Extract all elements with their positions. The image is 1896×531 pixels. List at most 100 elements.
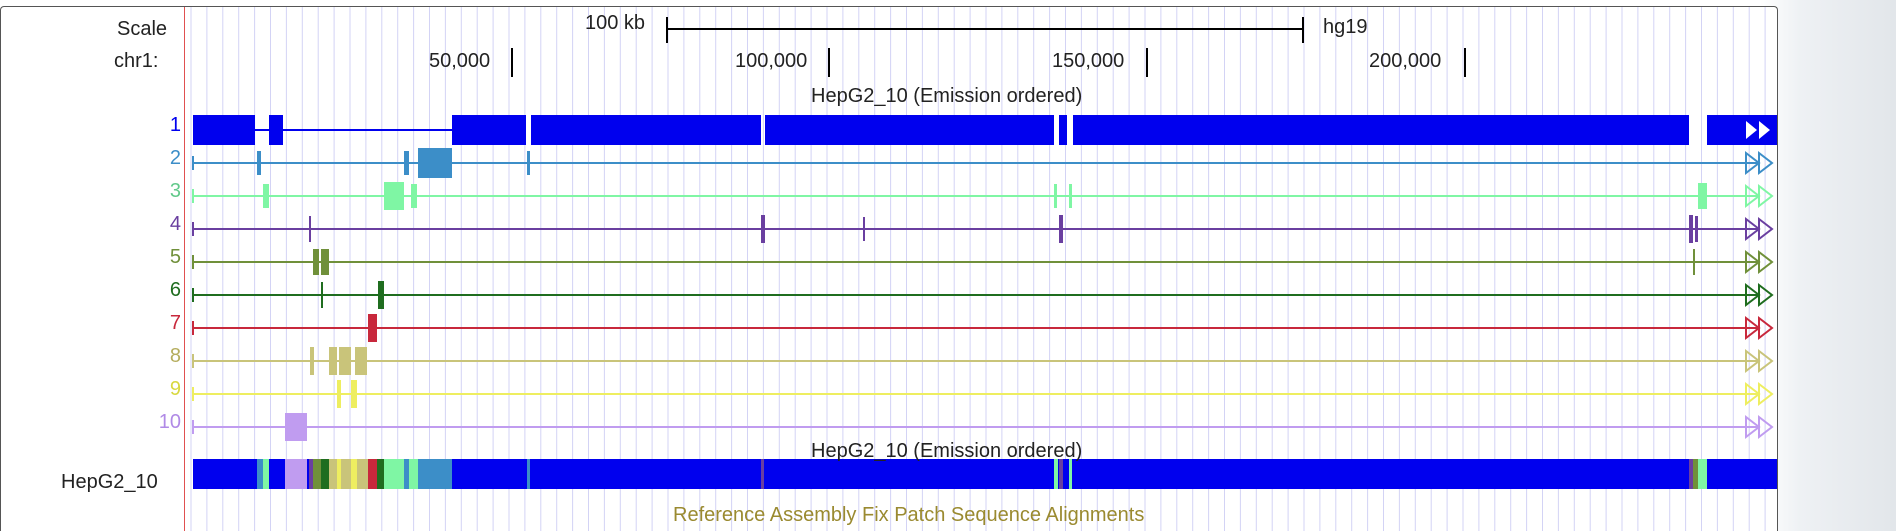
state-label[interactable]: 2 [169,147,181,169]
state-block [351,380,357,408]
state-block [337,380,341,408]
strand-arrow-icon [1758,216,1774,242]
state-label[interactable]: 8 [169,345,181,367]
dense-segment [418,459,452,489]
state-block [321,282,323,308]
track-image[interactable] [1,7,1777,531]
state-block [310,347,314,375]
state-block [193,115,255,145]
state-block [531,115,761,145]
state-block [761,215,765,243]
strand-arrow-icon [1745,150,1761,176]
state-row-2 [192,148,1774,178]
strand-arrow-icon [1758,249,1774,275]
genome-browser-panel: Scale chr1: 100 kb hg19 50,000 100,000 1… [0,6,1778,531]
dense-bar [193,459,1777,489]
dense-segment [1689,459,1693,489]
chrom-label: chr1: [114,50,159,72]
track-title: HepG2_10 (Emission ordered) [811,85,1083,107]
state-row-7 [192,314,1774,342]
strand-arrow-icon [1758,315,1774,341]
state-block [1698,183,1707,209]
position-tick-label: 150,000 [1052,50,1125,72]
state-block [1069,184,1072,208]
dense-segment [384,459,404,489]
state-label[interactable]: 5 [169,246,181,268]
state-block [339,347,351,375]
dense-segment [257,459,263,489]
dense-segment [409,459,418,489]
dense-track-title: HepG2_10 (Emission ordered) [811,440,1083,462]
strand-arrow-icon [1758,348,1774,374]
strand-arrow-icon [1758,414,1774,440]
state-block [1695,216,1698,242]
state-block [309,216,311,242]
state-label[interactable]: 6 [169,279,181,301]
state-block [321,249,329,275]
state-block [378,281,384,309]
state-block [1059,115,1067,145]
state-block [404,151,409,175]
dense-segment [1054,459,1058,489]
state-block [1054,184,1057,208]
dense-segment [1693,459,1698,489]
dense-track [193,459,1777,489]
state-row-8 [192,347,1774,375]
state-label[interactable]: 3 [169,180,181,202]
strand-arrow-icon [1745,315,1761,341]
state-block [863,217,865,241]
strand-arrow-icon [1759,121,1770,139]
dense-segment [341,459,351,489]
dense-track-label[interactable]: HepG2_10 [61,471,158,493]
state-block [418,148,452,178]
state-label[interactable]: 4 [169,213,181,235]
strand-arrow-icon [1745,348,1761,374]
strand-arrow-icon [1745,414,1761,440]
dense-segment [309,459,313,489]
dense-segment [1069,459,1072,489]
state-row-4 [192,215,1774,243]
base-position-ruler [511,17,1466,77]
strand-arrow-icon [1758,150,1774,176]
strand-arrow-icon [1745,249,1761,275]
strand-arrow-icon [1745,282,1761,308]
strand-arrow-icon [1745,216,1761,242]
dense-segment [337,459,341,489]
dense-segment [404,459,409,489]
position-tick-label: 100,000 [735,50,808,72]
state-block [411,184,417,208]
strand-arrow-icon [1758,282,1774,308]
state-row-10 [192,413,1774,441]
assembly-label: hg19 [1323,16,1368,38]
dense-segment [377,459,384,489]
position-tick-label: 200,000 [1369,50,1442,72]
position-tick-label: 50,000 [429,50,491,72]
state-block [452,115,526,145]
dense-segment [357,459,368,489]
state-block [1689,215,1693,243]
state-block [257,151,261,175]
state-label[interactable]: 7 [169,312,181,334]
dense-segment [368,459,377,489]
state-block [285,413,307,441]
state-block [269,115,283,145]
state-block [313,249,319,275]
grid-lines [190,7,1766,531]
state-block [384,182,404,210]
strand-arrow-icon [1745,381,1761,407]
state-block [527,151,530,175]
state-label[interactable]: 9 [169,378,181,400]
state-label[interactable]: 10 [158,411,181,433]
strand-arrow-icon [1758,183,1774,209]
scale-bar-text: 100 kb [585,12,646,34]
state-block [1693,249,1695,275]
state-row-6 [192,281,1774,309]
reference-assembly-track-title: Reference Assembly Fix Patch Sequence Al… [673,504,1145,526]
state-block [1073,115,1689,145]
dense-segment [1059,459,1063,489]
dense-segment [761,459,764,489]
state-block [765,115,1054,145]
state-label[interactable]: 1 [169,114,181,136]
state-row-9 [192,380,1774,408]
state-row-1 [193,115,1777,145]
